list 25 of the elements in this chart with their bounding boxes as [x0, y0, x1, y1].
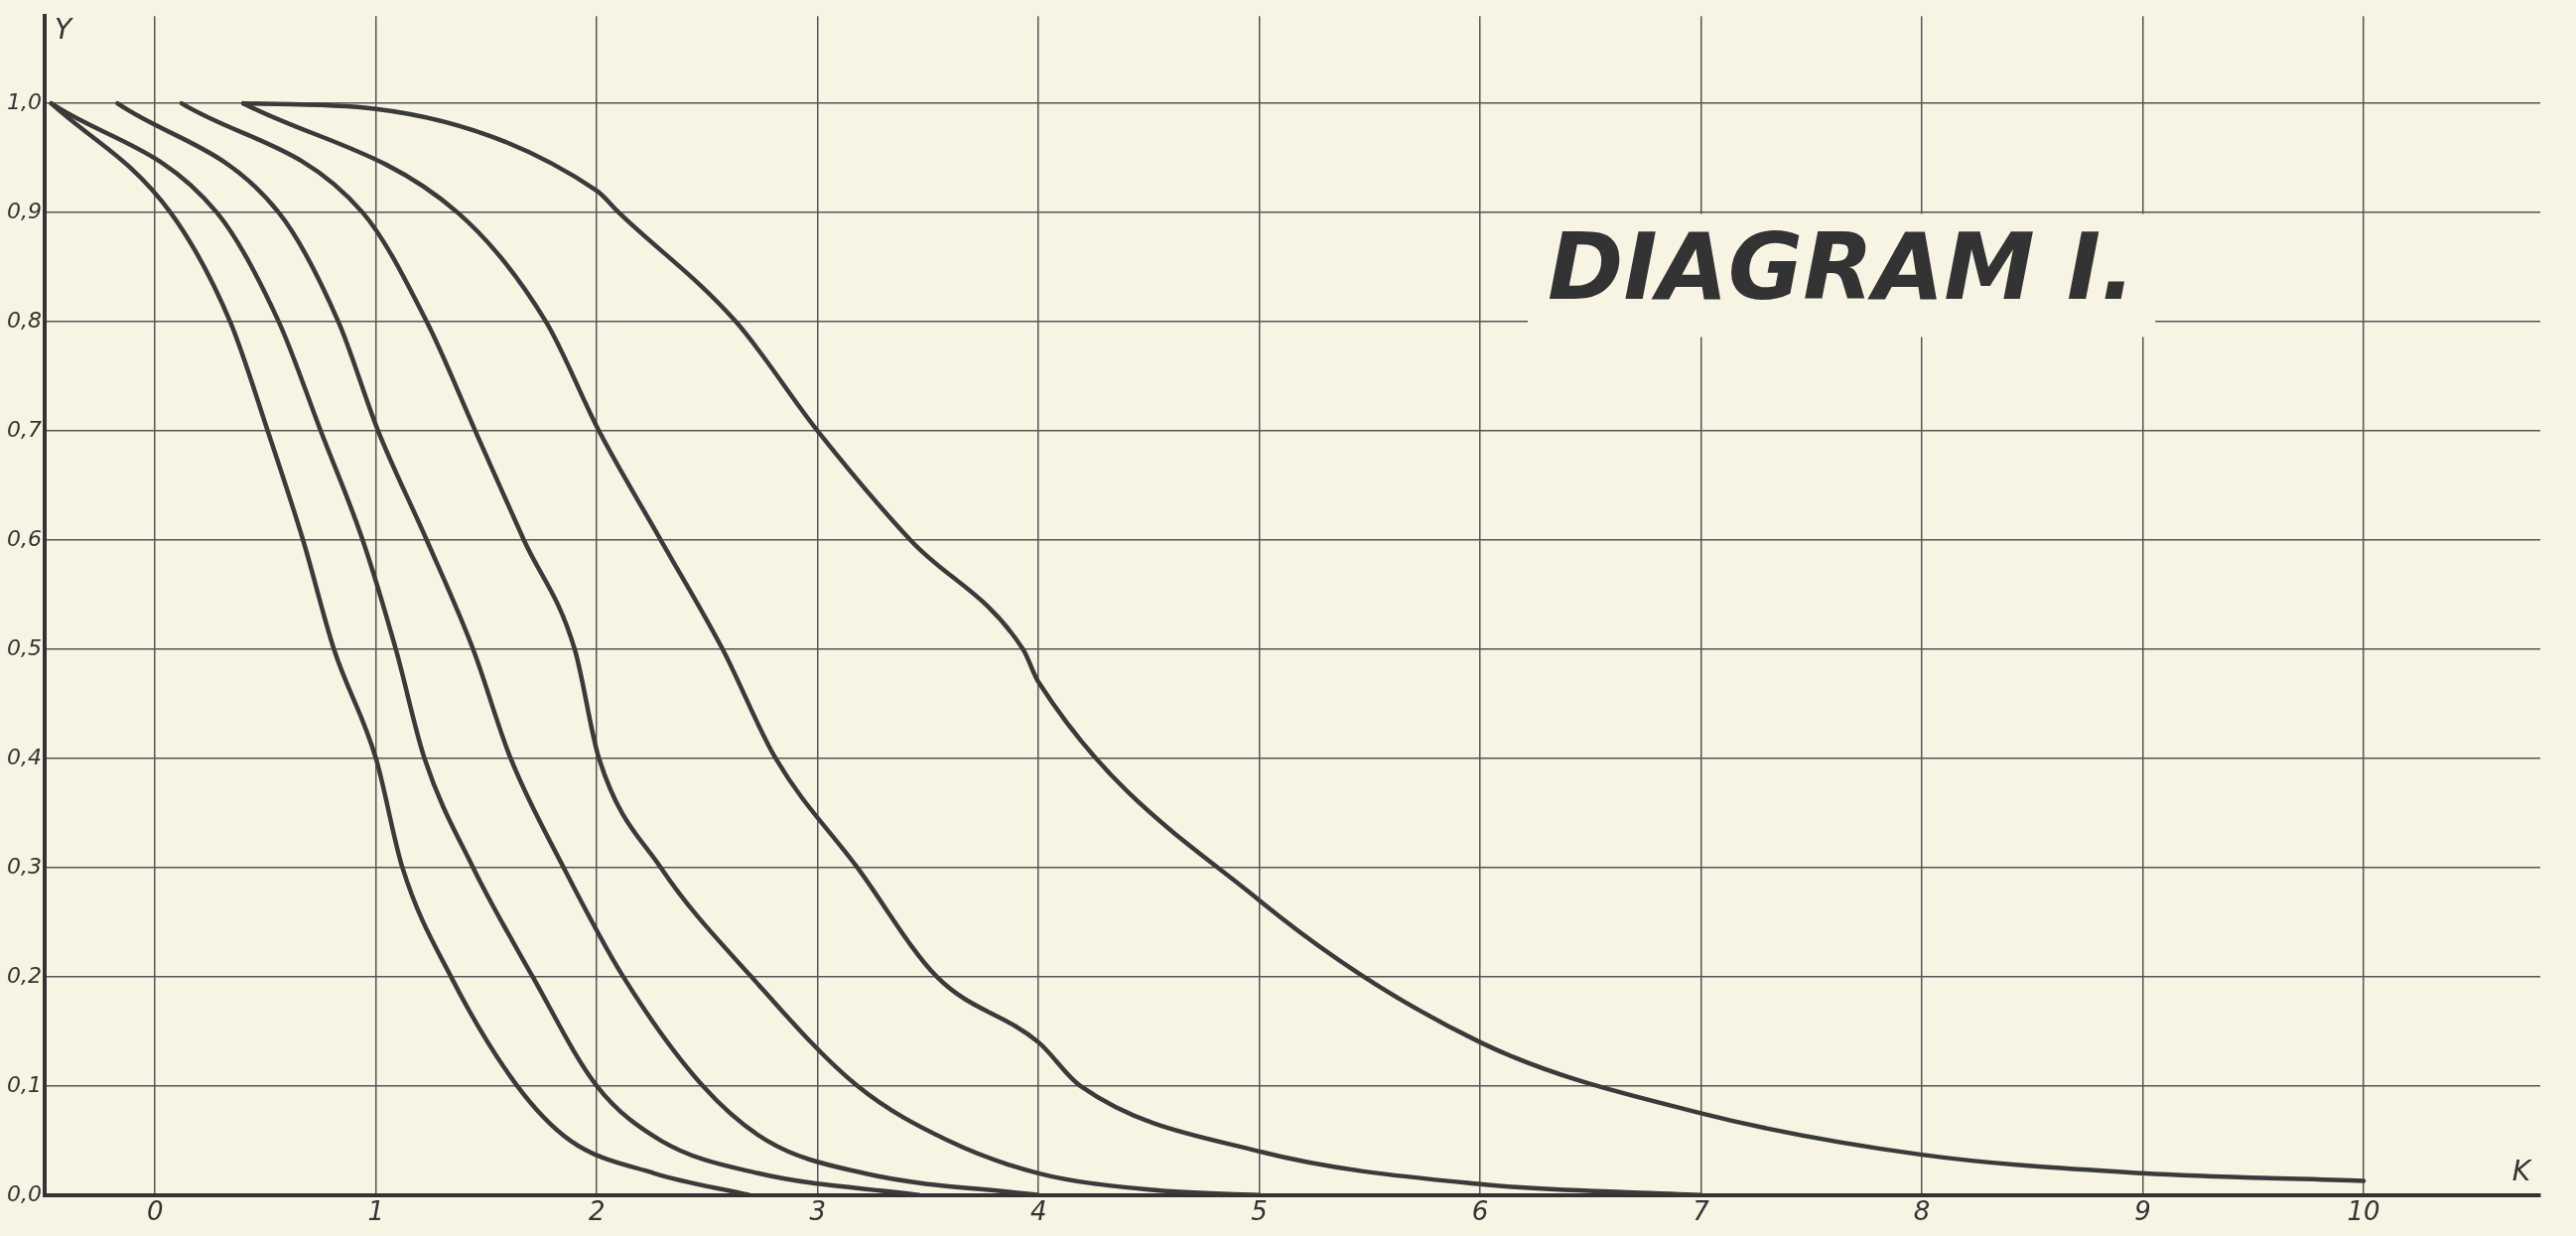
- x-tick-label: 10: [2347, 1196, 2380, 1227]
- x-tick-label: 2: [588, 1196, 606, 1227]
- x-axis-title: K: [2511, 1155, 2533, 1188]
- x-tick-label: 1: [367, 1196, 384, 1227]
- y-tick-label: 0,3: [6, 853, 42, 879]
- y-axis-title: Y: [54, 13, 73, 47]
- y-tick-label: 0,2: [6, 962, 42, 988]
- x-tick-label: 5: [1251, 1196, 1268, 1227]
- x-tick-label: 3: [809, 1196, 826, 1227]
- y-tick-label: 0,6: [6, 525, 42, 551]
- y-tick-label: 0,5: [6, 634, 42, 660]
- y-tick-label: 0,8: [6, 307, 42, 333]
- y-tick-label: 0,1: [6, 1071, 42, 1097]
- x-tick-label: 7: [1693, 1196, 1710, 1227]
- y-tick-label: 1,0: [6, 88, 42, 114]
- x-tick-label: 4: [1029, 1196, 1047, 1227]
- x-tick-label: 6: [1471, 1196, 1489, 1227]
- y-tick-label: 0,7: [6, 416, 42, 442]
- y-tick-label: 0,9: [6, 198, 42, 223]
- y-tick-label: 0,4: [6, 744, 42, 769]
- x-tick-label: 9: [2134, 1196, 2151, 1227]
- x-tick-label: 0: [146, 1196, 164, 1227]
- x-tick-label: 8: [1913, 1196, 1931, 1227]
- y-tick-label: 0,0: [6, 1180, 42, 1206]
- text: DIAGRAM I.: [1548, 214, 2136, 322]
